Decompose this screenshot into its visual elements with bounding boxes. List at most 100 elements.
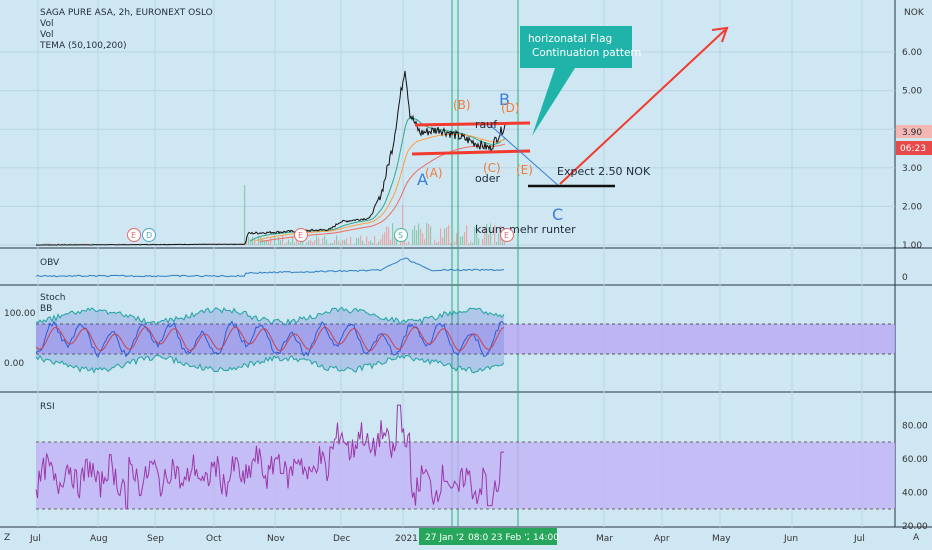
volume-bar xyxy=(422,233,424,245)
x-tick-label: Jul xyxy=(853,534,865,544)
y-tick-label: 3.00 xyxy=(902,164,922,174)
x-tick-label: Mar xyxy=(596,534,613,544)
event-marker-d: D xyxy=(142,228,156,242)
stoch-legend: Stoch BB xyxy=(40,293,65,315)
stoch-tick-label: 0.00 xyxy=(4,359,24,369)
volume-bar xyxy=(438,241,440,245)
volume-bar xyxy=(356,238,358,245)
volume-bar xyxy=(308,240,310,245)
obv-legend: OBV xyxy=(40,258,59,269)
volume-bar xyxy=(386,226,388,245)
rsi-line xyxy=(35,404,504,510)
volume-bar xyxy=(288,239,290,245)
time-axis[interactable]: Jul Aug Sep Oct Nov Dec 2021 Mar Apr May Jun Jul xyxy=(29,534,865,544)
volume-bar xyxy=(370,240,372,245)
volume-bar xyxy=(476,224,478,245)
x-tick-label: Nov xyxy=(267,534,285,544)
volume-bar xyxy=(260,236,262,245)
stoch-label: Stoch xyxy=(40,293,66,303)
y-tick-label: 1.00 xyxy=(902,241,922,251)
volume-bar xyxy=(316,235,318,245)
volume-bar xyxy=(472,242,474,245)
volume-bar xyxy=(374,236,376,245)
callout-flag[interactable]: horizonatal Flag Continuation pattern xyxy=(520,26,641,136)
wave-label-c-paren: (C) xyxy=(483,161,501,175)
svg-text:E: E xyxy=(131,231,136,240)
volume-bar xyxy=(118,243,120,245)
volume-bar xyxy=(254,237,256,245)
volume-bar xyxy=(88,243,90,245)
last-price-text: 3.90 xyxy=(902,128,922,138)
obv-tick-label: 0 xyxy=(902,273,908,283)
volume-bar xyxy=(486,223,488,245)
event-markers[interactable]: E D E S E xyxy=(127,228,514,242)
label-rauf: rauf xyxy=(475,118,498,131)
volume-bar xyxy=(340,242,342,245)
volume-bar xyxy=(74,243,76,245)
volume-bar xyxy=(252,236,254,245)
volume-bar xyxy=(336,235,338,245)
volume-bar xyxy=(478,238,480,245)
x-tick-label: Dec xyxy=(333,534,350,544)
wave-label-b-paren: (B) xyxy=(453,98,471,112)
volume-bar xyxy=(56,243,58,245)
volume-bar xyxy=(140,243,142,245)
timezone-mark[interactable]: Z xyxy=(4,533,10,543)
volume-bar xyxy=(362,240,364,245)
rsi-label: RSI xyxy=(40,402,55,412)
volume-bar xyxy=(294,242,296,245)
volume-bar xyxy=(338,240,340,245)
auto-scale-mark[interactable]: A xyxy=(913,533,920,543)
wave-label-c: C xyxy=(552,205,563,224)
volume-bar xyxy=(420,229,422,245)
volume-bar xyxy=(454,241,456,245)
volume-bar xyxy=(436,242,438,245)
volume-bar xyxy=(280,240,282,245)
volume-bar xyxy=(64,243,66,245)
volume-bar xyxy=(496,241,498,245)
wave-label-e-paren: (E) xyxy=(516,163,533,177)
volume-bar xyxy=(266,240,268,245)
volume-bar xyxy=(484,227,486,245)
volume-bar xyxy=(62,243,64,245)
volume-bar xyxy=(366,236,368,245)
volume-bar xyxy=(490,223,492,245)
volume-bar xyxy=(428,224,430,245)
volume-bar xyxy=(312,242,314,245)
volume-bar xyxy=(488,234,490,245)
volume-bar xyxy=(310,240,312,245)
volume-bar xyxy=(452,228,454,245)
volume-bar xyxy=(384,232,386,245)
volume-bar xyxy=(426,223,428,245)
volume-bar xyxy=(354,243,356,245)
main-legend: SAGA PURE ASA, 2h, EURONEXT OSLO Vol Vol… xyxy=(40,8,213,52)
wave-labels: (B) B (D) (A) A (C) (E) C rauf oder kaum… xyxy=(417,90,651,236)
y-unit-label: NOK xyxy=(904,8,925,18)
x-tick-label: 2021 xyxy=(395,534,418,544)
volume-bar xyxy=(274,235,276,245)
volume-bar xyxy=(394,234,396,245)
volume-bar xyxy=(48,243,50,245)
bb-label: BB xyxy=(40,304,53,314)
label-oder: oder xyxy=(475,172,500,185)
volume-bar xyxy=(440,228,442,245)
volume-bar xyxy=(368,241,370,245)
volume-bar xyxy=(358,237,360,245)
rsi-legend: RSI xyxy=(40,402,55,413)
label-kaum-mehr: kaum mehr runter xyxy=(475,223,576,236)
volume-bar xyxy=(250,239,252,245)
svg-text:E: E xyxy=(298,231,303,240)
volume-bar xyxy=(326,239,328,245)
volume-bar xyxy=(470,241,472,245)
callout-line-1: horizonatal Flag xyxy=(528,33,612,45)
volume-bar xyxy=(124,243,126,245)
event-marker-e-3: E xyxy=(500,228,514,242)
volume-bar xyxy=(378,241,380,245)
volume-bar xyxy=(350,236,352,245)
volume-bar xyxy=(462,235,464,245)
volume-bar xyxy=(494,224,496,245)
stoch-k-line xyxy=(35,320,505,359)
volume-bar xyxy=(468,243,470,245)
volume-bar xyxy=(414,225,416,245)
